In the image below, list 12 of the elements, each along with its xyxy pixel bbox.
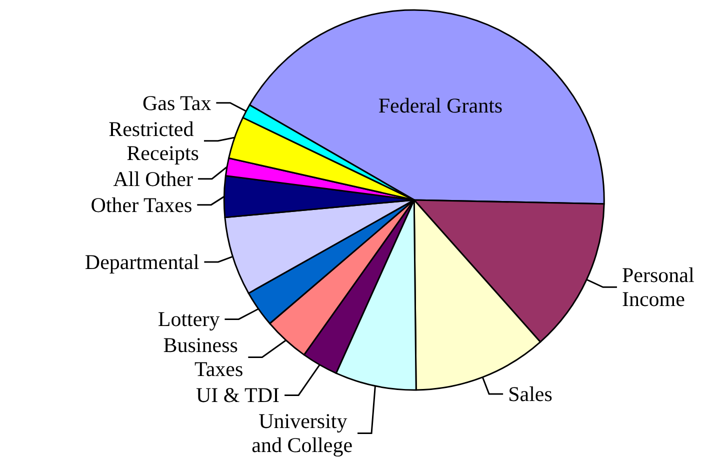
slice-label: Personal Income	[622, 263, 700, 312]
slice-label: Gas Tax	[142, 90, 212, 115]
slice-label: UI & TDI	[196, 383, 280, 408]
slice-label: All Other	[113, 166, 193, 191]
slice-label: University and College	[252, 409, 353, 458]
slice-label: Federal Grants	[378, 94, 503, 118]
slice-label: Restricted Receipts	[108, 116, 199, 165]
slice-label: Business Taxes	[163, 333, 244, 382]
slice-label: Departmental	[84, 250, 200, 274]
slice-label: Sales	[508, 382, 552, 406]
slice-label: Lottery	[158, 307, 220, 332]
slice-label: Other Taxes	[90, 192, 192, 217]
